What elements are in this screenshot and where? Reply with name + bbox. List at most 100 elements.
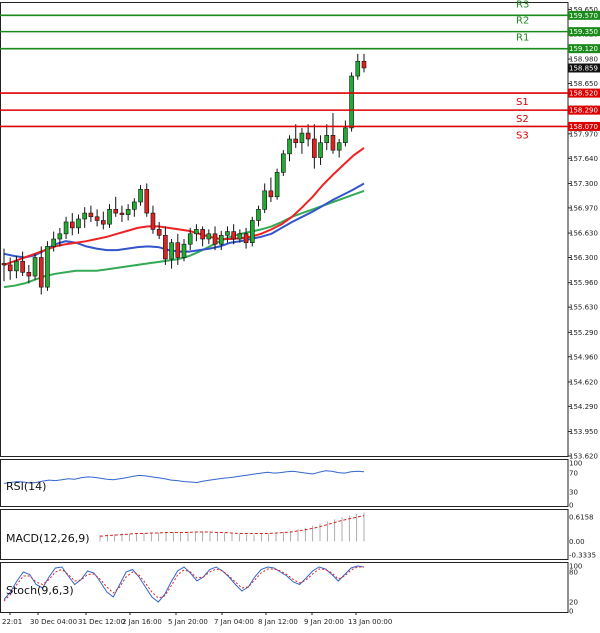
price-tick-label: 158.980	[569, 56, 598, 64]
price-tick-label: 157.300	[569, 180, 598, 188]
candle-body	[144, 189, 150, 214]
price-tick-label: 155.290	[569, 329, 598, 337]
price-tick-label: 155.960	[569, 279, 598, 287]
candle-body	[299, 132, 305, 144]
candle-body	[175, 242, 181, 258]
candle-body	[107, 209, 112, 225]
price-tick-label: 154.290	[569, 403, 598, 411]
level-price-label: 159.350	[569, 28, 598, 36]
level-price-label: 158.290	[569, 107, 598, 115]
time-tick-label: 8 Jan 12:00	[258, 618, 298, 626]
level-name-r3: R3	[516, 0, 529, 10]
level-price-tag	[568, 10, 600, 20]
candle-body	[187, 233, 193, 245]
time-tick-label: 9 Jan 20:00	[304, 618, 344, 626]
level-price-label: 158.520	[569, 90, 598, 98]
level-name-r1: R1	[516, 33, 529, 44]
price-tick-label: 154.960	[569, 353, 598, 361]
candle-body	[218, 234, 224, 245]
price-tick-label: 158.650	[569, 80, 598, 88]
level-price-tag	[568, 105, 600, 115]
candle-body	[237, 233, 243, 240]
rsi-panel-frame	[0, 459, 569, 507]
candle-body	[156, 229, 162, 236]
rsi-tick-label: 70	[569, 470, 578, 478]
time-tick-label: 31 Dec 12:00	[78, 618, 125, 626]
candle-body	[194, 229, 199, 235]
stoch-main-line	[3, 565, 365, 603]
candle-body	[243, 233, 249, 244]
candle-body	[138, 189, 143, 203]
price-tick-label: 155.630	[569, 304, 598, 312]
candle-body	[20, 260, 25, 273]
level-price-tag	[568, 88, 600, 98]
macd-tick-label: -0.3335	[569, 552, 596, 560]
candle-body	[51, 238, 56, 247]
candle-body	[14, 260, 19, 272]
price-panel-frame	[0, 2, 569, 457]
candle-body	[132, 201, 137, 210]
macd-tick-label: 0.00	[569, 538, 585, 546]
candle-body	[349, 75, 354, 129]
level-price-label: 158.070	[569, 123, 598, 131]
candle-body	[94, 216, 100, 221]
candle-body	[336, 142, 342, 151]
candle-body	[150, 212, 156, 230]
macd-signal-line	[99, 515, 365, 537]
candle-body	[113, 209, 119, 214]
stoch-tick-label: 100	[569, 563, 582, 571]
candle-body	[318, 142, 323, 158]
candle-body	[45, 246, 50, 288]
candle-body	[305, 132, 311, 140]
candle-body	[181, 243, 187, 258]
candle-body	[82, 212, 87, 220]
candle-body	[32, 257, 38, 277]
stoch-tick-label: 20	[569, 599, 578, 607]
candle-body	[281, 153, 286, 173]
candle-body	[119, 212, 125, 215]
stoch-signal-line	[3, 566, 364, 602]
rsi-label: RSI(14)	[6, 480, 46, 493]
candle-body	[200, 229, 205, 240]
candle-body	[330, 135, 336, 151]
price-tick-label: 153.620	[569, 453, 598, 461]
candle-body	[88, 212, 94, 218]
price-tick-label: 159.650	[569, 6, 598, 14]
time-tick-label: 7 Jan 04:00	[214, 618, 254, 626]
candle-body	[26, 272, 32, 277]
level-price-label: 159.570	[569, 12, 598, 20]
candle-body	[231, 231, 236, 240]
candle-body	[169, 242, 174, 260]
candle-body	[293, 138, 299, 144]
candle-body	[274, 172, 280, 198]
candle-body	[225, 231, 230, 236]
stoch-tick-label: 80	[569, 569, 578, 577]
price-tick-label: 156.630	[569, 230, 598, 238]
rsi-tick-label: 100	[569, 460, 582, 468]
candle-body	[212, 233, 218, 245]
rsi-tick-label: 0	[569, 502, 573, 510]
candle-body	[324, 135, 330, 144]
candle-body	[361, 60, 367, 69]
macd-panel-frame	[0, 509, 569, 560]
candle-body	[249, 220, 255, 244]
candle-body	[206, 233, 212, 240]
candle-body	[287, 138, 292, 155]
time-tick-label: 13 Jan 00:00	[348, 618, 392, 626]
current-price-tag	[568, 63, 600, 73]
candle-body	[101, 220, 106, 225]
rsi-tick-label: 30	[569, 488, 578, 496]
ma-red-line	[3, 147, 365, 266]
macd-tick-label: 0.6158	[569, 514, 594, 522]
level-price-tag	[568, 121, 600, 131]
price-tick-label: 157.640	[569, 155, 598, 163]
candle-body	[76, 218, 81, 229]
level-name-s2: S2	[516, 114, 529, 125]
price-tick-label: 156.970	[569, 204, 598, 212]
price-tick-label: 157.970	[569, 130, 598, 138]
stoch-label: Stoch(9,6,3)	[6, 584, 74, 597]
candle-body	[355, 60, 361, 77]
candle-body	[1, 263, 7, 266]
macd-label: MACD(12,26,9)	[6, 532, 90, 545]
